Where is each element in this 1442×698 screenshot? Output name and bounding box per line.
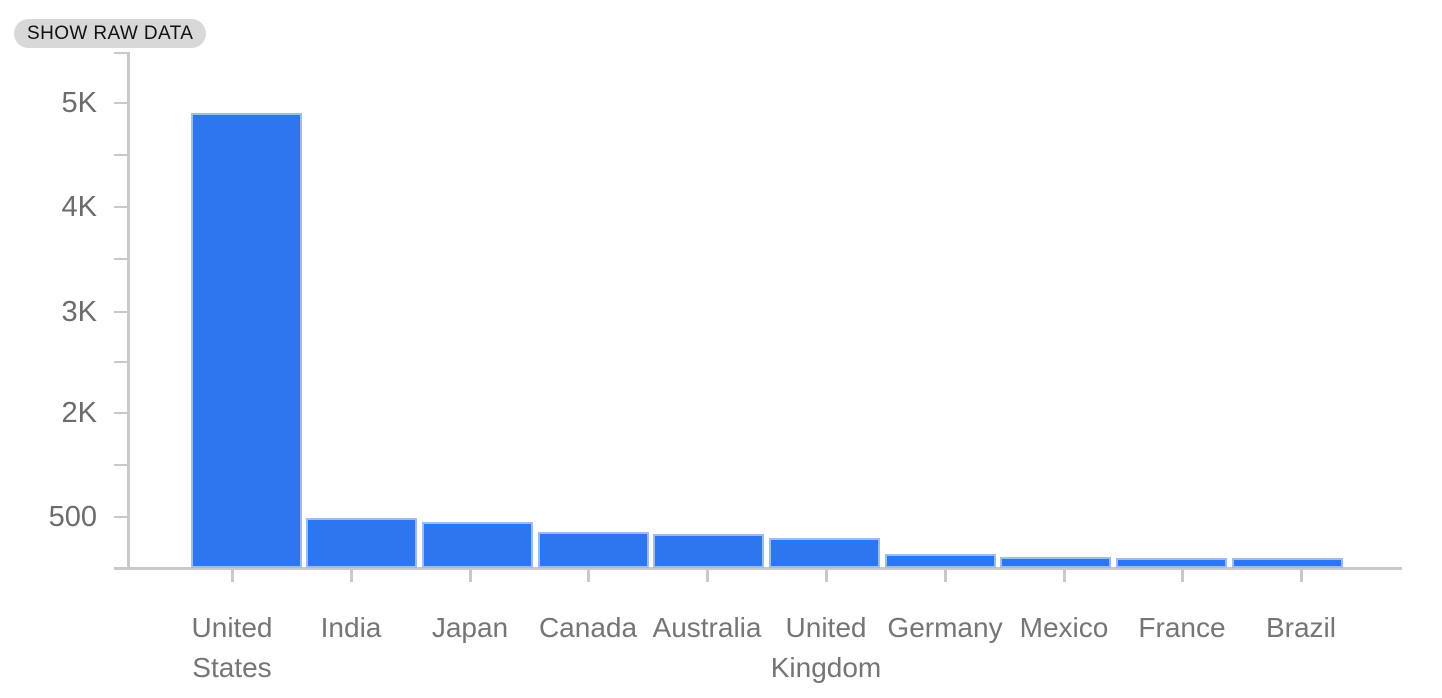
bar[interactable] [1000, 557, 1111, 568]
y-tick-label: 500 [48, 501, 97, 533]
x-axis-label: United Kingdom [770, 612, 882, 683]
x-axis-tick [706, 569, 709, 582]
x-axis-label: Japan [431, 612, 509, 643]
x-axis-label: Canada [538, 612, 638, 643]
y-axis-top-cap [114, 52, 127, 54]
y-axis-tick [114, 206, 127, 208]
y-axis-minor-tick [114, 361, 127, 363]
x-axis-label: Germany [887, 612, 1003, 643]
x-axis-label: Mexico [1019, 612, 1109, 643]
x-axis-label: India [320, 612, 382, 643]
x-axis-label: United States [191, 612, 273, 683]
x-axis-tick [1181, 569, 1184, 582]
y-tick-label: 2K [61, 397, 97, 429]
bar[interactable] [653, 534, 764, 568]
x-axis-tick [1063, 569, 1066, 582]
bar[interactable] [191, 113, 302, 568]
y-axis-minor-tick [114, 258, 127, 260]
y-tick-label: 3K [61, 296, 97, 328]
x-axis-tick [469, 569, 472, 582]
x-axis-tick [350, 569, 353, 582]
bar[interactable] [1116, 558, 1227, 568]
x-axis-tick [1300, 569, 1303, 582]
show-raw-data-button[interactable]: SHOW RAW DATA [14, 19, 207, 48]
bar[interactable] [885, 554, 996, 568]
y-axis-tick [114, 311, 127, 313]
y-axis-line [127, 52, 130, 568]
bar[interactable] [306, 518, 417, 568]
x-axis-tick [587, 569, 590, 582]
bar[interactable] [769, 538, 880, 568]
y-axis-tick [114, 412, 127, 414]
y-axis-minor-tick [114, 464, 127, 466]
x-axis-tick [944, 569, 947, 582]
y-tick-label: 4K [61, 191, 97, 223]
x-axis-label: Australia [652, 612, 762, 643]
y-axis-tick [114, 102, 127, 104]
x-axis-tick [825, 569, 828, 582]
x-axis-label: France [1138, 612, 1226, 643]
y-axis-minor-tick [114, 154, 127, 156]
bar[interactable] [422, 522, 533, 568]
y-axis-tick [114, 516, 127, 518]
x-axis-tick [231, 569, 234, 582]
y-tick-label: 5K [61, 87, 97, 119]
x-axis-label: Brazil [1265, 612, 1336, 643]
bar[interactable] [538, 532, 649, 568]
bar[interactable] [1232, 558, 1343, 568]
x-axis-line [114, 567, 1402, 570]
